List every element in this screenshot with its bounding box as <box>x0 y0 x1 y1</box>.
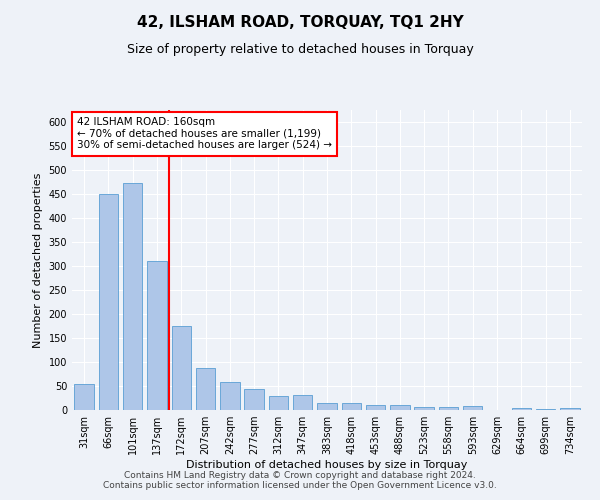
Bar <box>415 407 434 410</box>
Bar <box>463 406 482 410</box>
Bar <box>196 368 215 410</box>
Bar <box>560 408 580 410</box>
Text: 42 ILSHAM ROAD: 160sqm
← 70% of detached houses are smaller (1,199)
30% of semi-: 42 ILSHAM ROAD: 160sqm ← 70% of detached… <box>77 117 332 150</box>
Bar <box>366 405 385 410</box>
Text: 42, ILSHAM ROAD, TORQUAY, TQ1 2HY: 42, ILSHAM ROAD, TORQUAY, TQ1 2HY <box>137 15 463 30</box>
Bar <box>512 408 531 410</box>
Bar <box>439 407 458 410</box>
X-axis label: Distribution of detached houses by size in Torquay: Distribution of detached houses by size … <box>187 460 467 470</box>
Bar <box>317 403 337 410</box>
Bar <box>536 409 555 410</box>
Bar <box>172 326 191 410</box>
Bar <box>244 390 264 410</box>
Bar <box>390 405 410 410</box>
Bar <box>147 260 167 410</box>
Y-axis label: Number of detached properties: Number of detached properties <box>33 172 43 348</box>
Bar <box>293 394 313 410</box>
Text: Contains HM Land Registry data © Crown copyright and database right 2024.
Contai: Contains HM Land Registry data © Crown c… <box>103 470 497 490</box>
Bar <box>99 194 118 410</box>
Bar <box>220 382 239 410</box>
Bar <box>341 403 361 410</box>
Text: Size of property relative to detached houses in Torquay: Size of property relative to detached ho… <box>127 42 473 56</box>
Bar <box>123 184 142 410</box>
Bar <box>74 384 94 410</box>
Bar <box>269 396 288 410</box>
